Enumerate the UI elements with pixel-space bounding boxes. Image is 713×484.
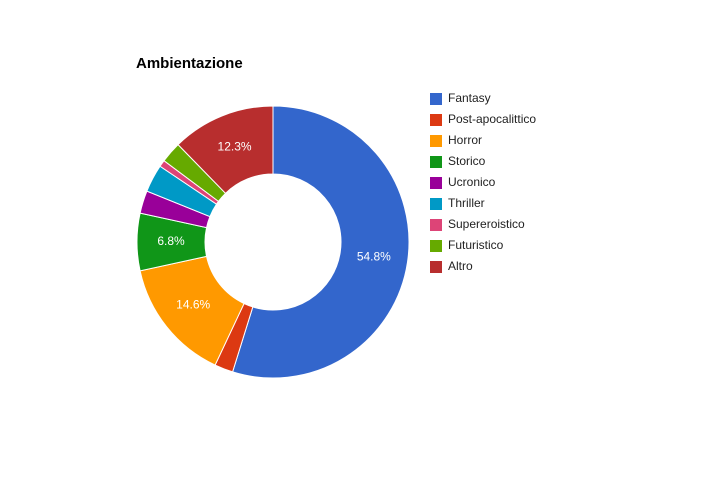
legend-swatch (430, 93, 442, 105)
legend-swatch (430, 135, 442, 147)
legend-label: Altro (448, 259, 473, 273)
legend-swatch (430, 240, 442, 252)
slice-label: 54.8% (357, 249, 391, 263)
legend-label: Fantasy (448, 91, 491, 105)
legend-swatch (430, 114, 442, 126)
legend-label: Ucronico (448, 175, 496, 189)
legend-label: Post-apocalittico (448, 112, 536, 126)
slice-label: 6.8% (157, 234, 185, 248)
legend-label: Horror (448, 133, 482, 147)
legend-swatch (430, 198, 442, 210)
chart-title: Ambientazione (136, 55, 243, 72)
legend-label: Storico (448, 154, 486, 168)
slice-label: 12.3% (218, 140, 252, 154)
legend-swatch (430, 156, 442, 168)
slice (177, 105, 274, 195)
legend-label: Supereroistico (448, 217, 525, 231)
legend-label: Futuristico (448, 238, 504, 252)
slice-label: 14.6% (176, 298, 210, 312)
legend-label: Thriller (448, 196, 485, 210)
legend-swatch (430, 177, 442, 189)
legend-swatch (430, 219, 442, 231)
legend-swatch (430, 261, 442, 273)
slice (231, 105, 410, 379)
